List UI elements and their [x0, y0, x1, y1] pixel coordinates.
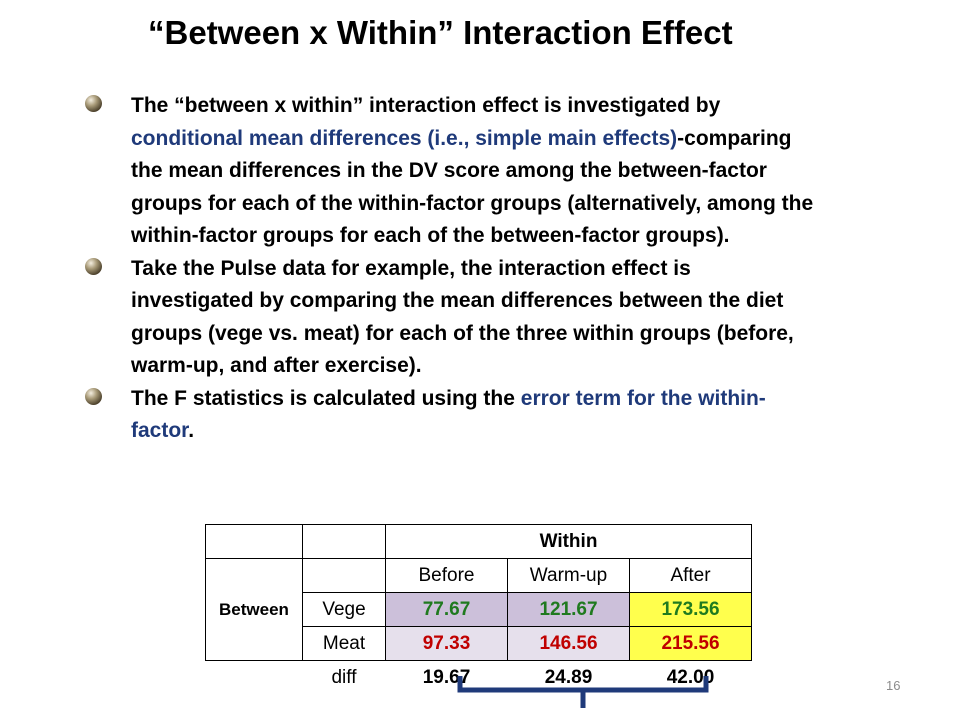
- column-header: Warm-up: [507, 558, 630, 593]
- table-cell: 173.56: [629, 592, 752, 627]
- slide-title: “Between x Within” Interaction Effect: [148, 14, 733, 51]
- diff-value: 42.00: [666, 666, 715, 688]
- bullet-text: Take the Pulse data for example, the int…: [131, 256, 794, 378]
- table-row: Vege 77.67 121.67 173.56: [206, 592, 752, 627]
- bullet-highlight: conditional mean differences (i.e., simp…: [131, 126, 678, 150]
- table-cell: 215.56: [629, 626, 752, 661]
- column-header: After: [629, 558, 752, 593]
- bullet-ball-icon: [85, 387, 102, 405]
- bullet-text: .: [188, 419, 195, 442]
- table-row: Between Before Warm-up After: [205, 558, 752, 661]
- table-row: Within: [205, 524, 752, 559]
- table-cell: 121.67: [507, 592, 630, 627]
- bracket-line: [457, 676, 709, 693]
- table-row: Meat 97.33 146.56 215.56: [206, 626, 752, 661]
- bullet-text: The “between x within” interaction effec…: [131, 94, 721, 117]
- row-label: diff: [331, 666, 357, 688]
- bullet-ball-icon: [85, 95, 102, 112]
- diff-value: 24.89: [544, 666, 593, 688]
- table-cell: 97.33: [385, 626, 508, 661]
- bullet-item: The “between x within” interaction effec…: [84, 90, 814, 253]
- bullet-list: The “between x within” interaction effec…: [84, 90, 814, 448]
- column-header: Before: [385, 558, 508, 593]
- row-label: Meat: [302, 626, 386, 661]
- means-table: Within Between Before Warm-up After Vege…: [205, 524, 752, 694]
- bullet-item: The F statistics is calculated using the…: [84, 383, 814, 448]
- between-label: Between: [205, 558, 303, 661]
- bullet-item: Take the Pulse data for example, the int…: [84, 253, 814, 383]
- table-cell: [302, 524, 386, 559]
- table-cell: 146.56: [507, 626, 630, 661]
- bullet-text: -comparing the mean differences in the D…: [131, 126, 814, 248]
- page-number: 16: [886, 678, 901, 693]
- row-label: Vege: [302, 592, 386, 627]
- bullet-highlight: error term for the within-factor: [131, 386, 766, 443]
- table-cell: 77.67: [385, 592, 508, 627]
- bullet-ball-icon: [85, 257, 102, 275]
- table-cell: [302, 558, 386, 593]
- bullet-text: The F statistics is calculated using the: [131, 386, 521, 410]
